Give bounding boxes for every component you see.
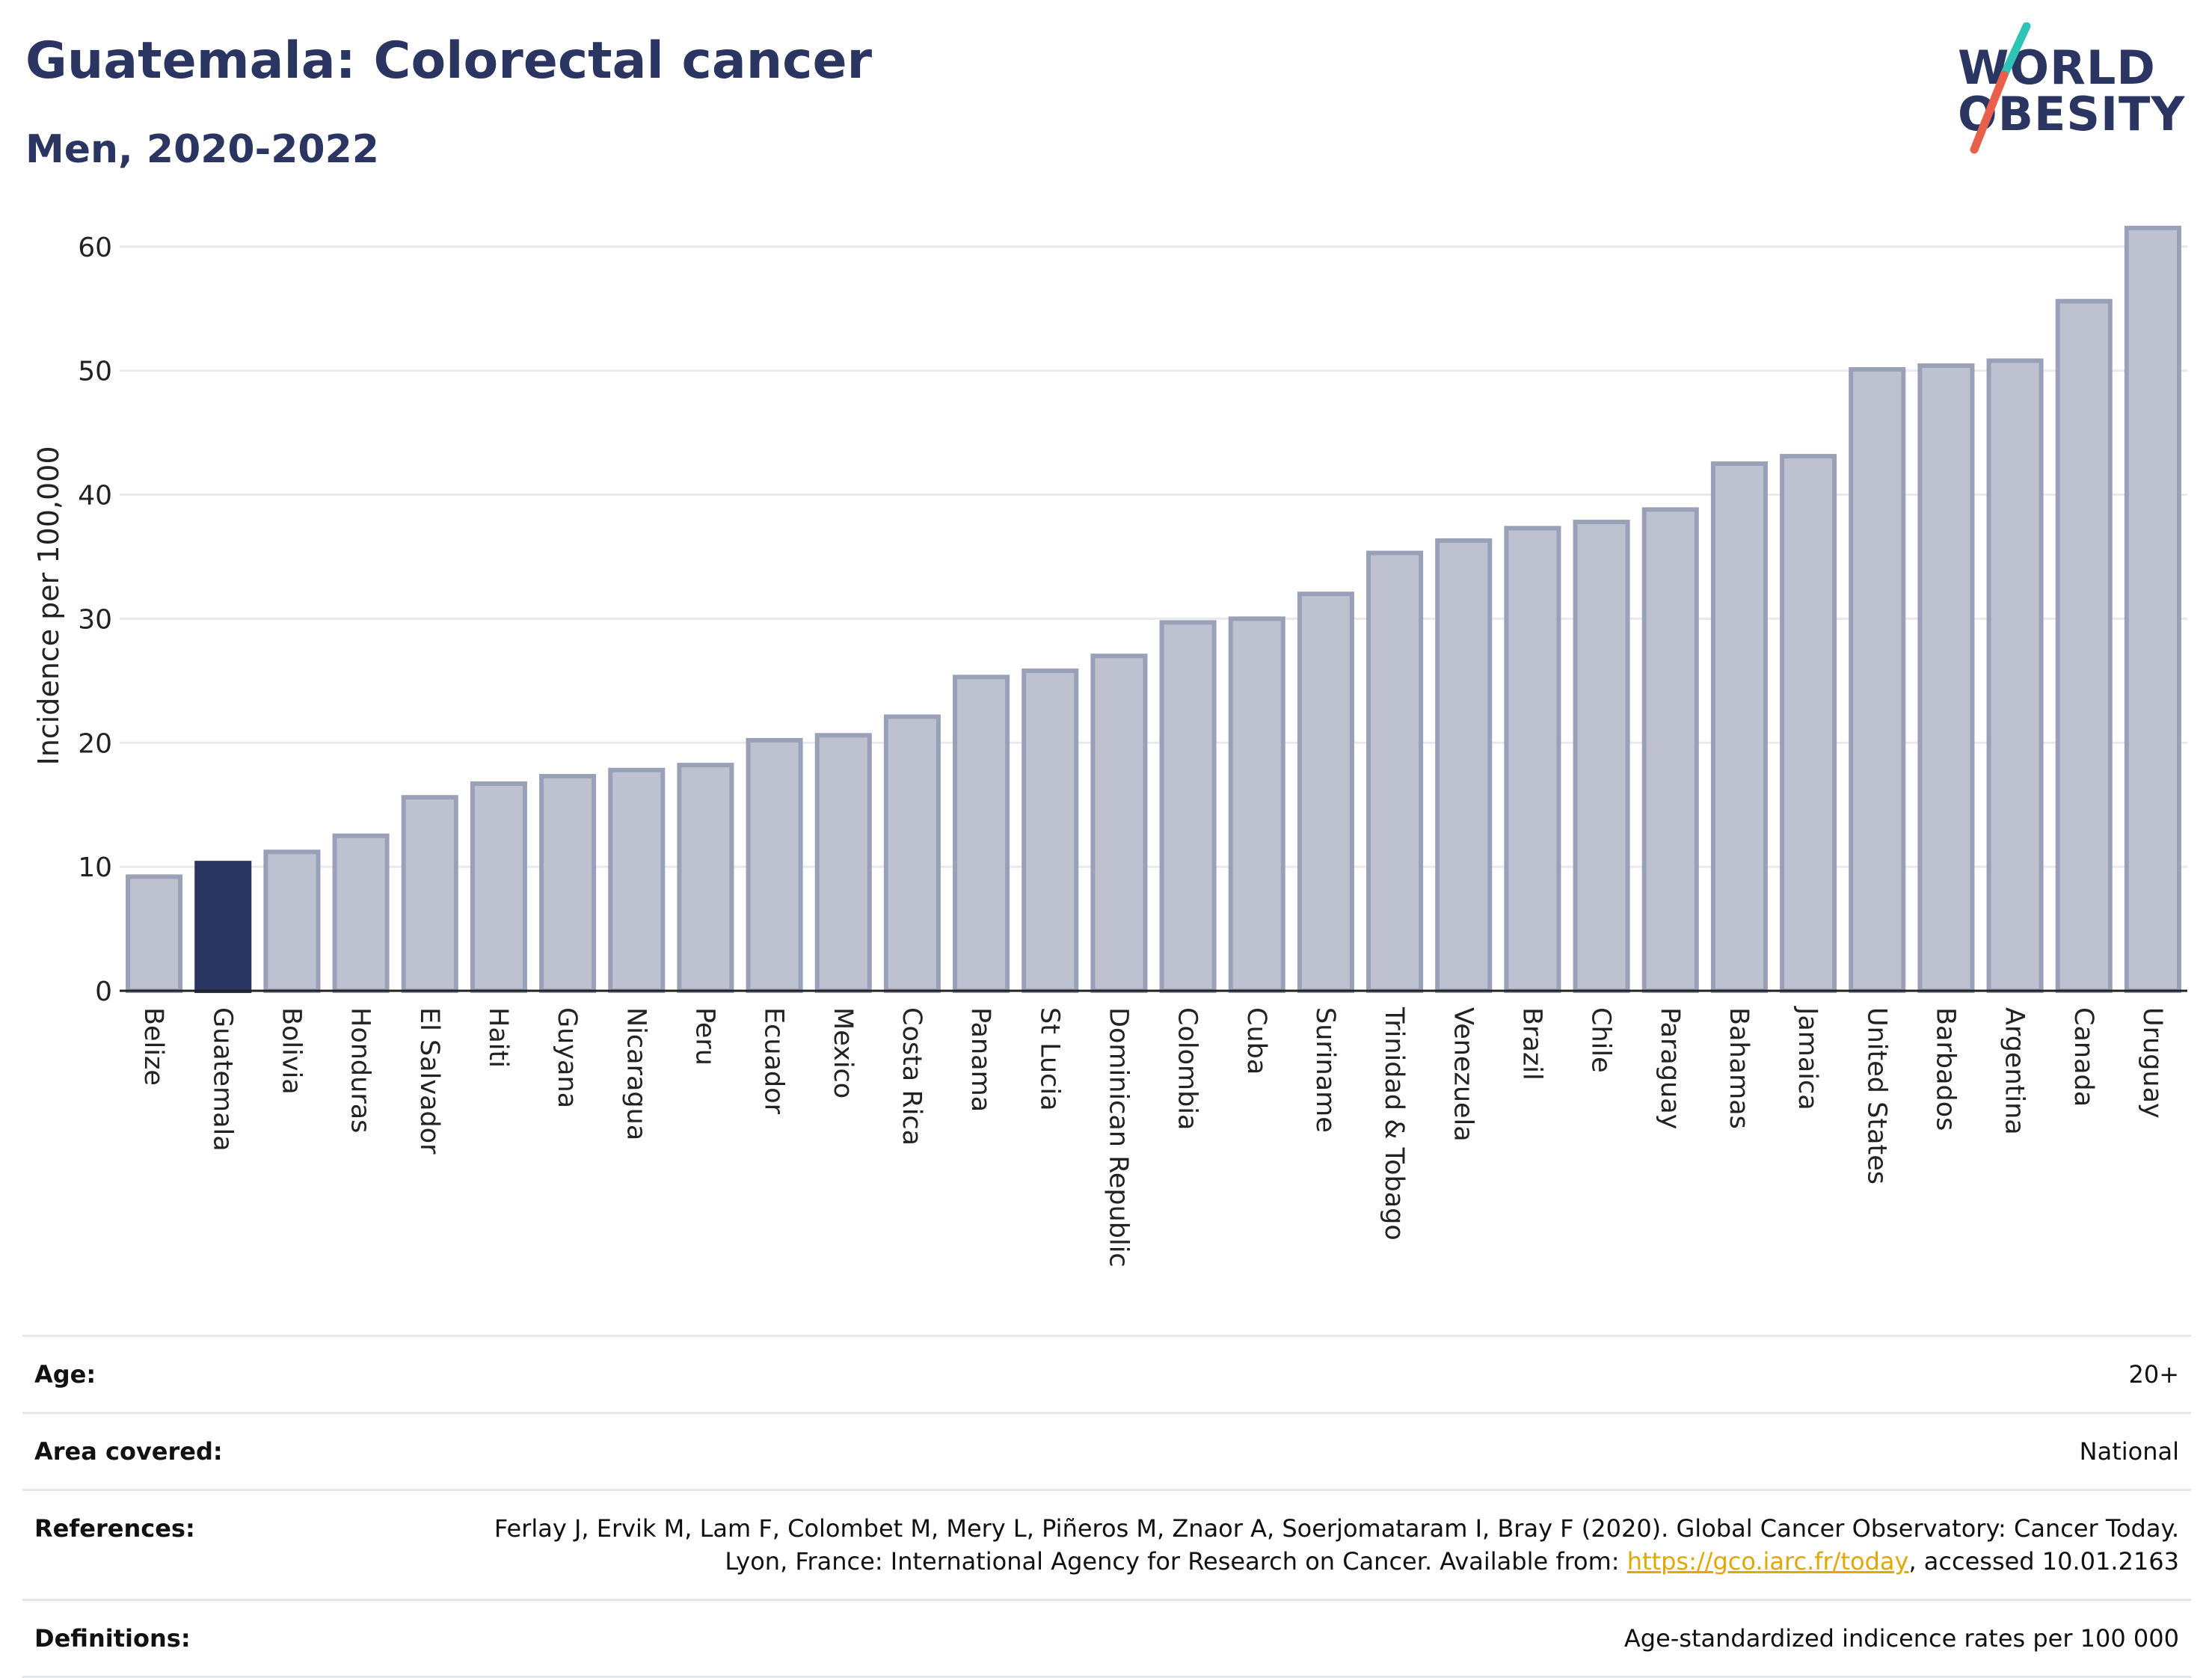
logo-word-world: WORLD xyxy=(1958,40,2156,95)
bar-jamaica xyxy=(1780,454,1837,994)
x-tick-label: Guatemala xyxy=(207,1007,237,1152)
chart-title: Guatemala: Colorectal cancer xyxy=(25,31,873,90)
x-tick-label: Haiti xyxy=(483,1007,513,1068)
bar-united-states xyxy=(1849,366,1906,993)
y-tick-label: 20 xyxy=(78,728,112,759)
y-tick-label: 0 xyxy=(95,977,112,1007)
x-tick-label: United States xyxy=(1861,1007,1891,1184)
x-tick-label: Chile xyxy=(1586,1007,1616,1073)
x-tick-label: Venezuela xyxy=(1448,1007,1478,1142)
x-tick-label: Paraguay xyxy=(1655,1007,1685,1129)
info-table: Age: 20+ Area covered: National Referenc… xyxy=(22,1335,2191,1678)
x-tick-label: Colombia xyxy=(1173,1007,1202,1130)
x-tick-label: Peru xyxy=(689,1007,719,1066)
bar-brazil xyxy=(1504,526,1561,993)
logo-slash-icon xyxy=(1970,22,2031,154)
definitions-value: Age-standardized indicence rates per 100… xyxy=(1623,1624,2179,1653)
x-tick-label: Argentina xyxy=(2000,1007,2030,1135)
x-tick-label: Bahamas xyxy=(1724,1007,1754,1129)
bar-colombia xyxy=(1159,620,1217,993)
x-tick-label: Costa Rica xyxy=(897,1007,927,1146)
references-link[interactable]: https://gco.iarc.fr/today xyxy=(1626,1547,1909,1576)
bar-honduras xyxy=(332,833,390,994)
y-tick-label: 40 xyxy=(78,481,112,511)
x-tick-label: Trinidad & Tobago xyxy=(1379,1007,1409,1241)
area-value: National xyxy=(2079,1437,2179,1466)
bar-guyana xyxy=(539,774,597,993)
y-tick-label: 50 xyxy=(78,357,112,387)
bars xyxy=(126,225,2181,994)
gridlines xyxy=(120,245,2187,868)
bar-cuba xyxy=(1228,616,1285,994)
bar-dominican-republic xyxy=(1090,654,1148,994)
bar-canada xyxy=(2055,298,2113,993)
axes: 0 10 20 30 40 50 60 Belize Guatemala Bolivia Hondu… xyxy=(78,233,2187,1267)
x-tick-label: Barbados xyxy=(1930,1007,1960,1131)
x-tick-label: Jamaica xyxy=(1792,1006,1822,1110)
x-tick-label: Nicaragua xyxy=(621,1007,651,1140)
info-row-area: Area covered: National xyxy=(22,1412,2191,1489)
bar-argentina xyxy=(1986,358,2044,994)
definitions-label: Definitions: xyxy=(34,1624,191,1653)
references-text: Ferlay J, Ervik M, Lam F, Colombet M, Me… xyxy=(494,1514,2179,1576)
y-tick-label: 10 xyxy=(78,852,112,883)
x-tick-label: Dominican Republic xyxy=(1103,1007,1133,1267)
bar-paraguay xyxy=(1641,507,1699,993)
bar-uruguay xyxy=(2124,225,2181,993)
references-text-after: , accessed 10.01.2163 xyxy=(1908,1547,2179,1576)
bar-panama xyxy=(953,674,1010,993)
x-tick-label: Canada xyxy=(2068,1007,2098,1107)
x-tick-label: El Salvador xyxy=(414,1007,444,1155)
bar-el-salvador xyxy=(401,795,458,993)
x-tick-label: Uruguay xyxy=(2137,1007,2167,1119)
x-tick-label: Bolivia xyxy=(276,1007,306,1095)
x-tick-label: Brazil xyxy=(1517,1007,1546,1081)
x-tick-label: Belize xyxy=(138,1007,168,1086)
world-obesity-logo: WORLD OBESITY xyxy=(1944,22,2191,165)
bar-ecuador xyxy=(746,737,803,994)
references-label: References: xyxy=(34,1514,195,1543)
bar-bahamas xyxy=(1710,461,1768,993)
info-row-references: References: Ferlay J, Ervik M, Lam F, Co… xyxy=(22,1489,2191,1599)
bar-venezuela xyxy=(1435,538,1493,993)
bar-haiti xyxy=(470,781,527,993)
x-tick-label: Cuba xyxy=(1241,1007,1271,1075)
bar-belize xyxy=(126,874,183,994)
bar-peru xyxy=(677,763,734,993)
y-axis-label: Incidence per 100,000 xyxy=(32,446,65,765)
info-row-definitions: Definitions: Age-standardized indicence … xyxy=(22,1599,2191,1678)
bar-chile xyxy=(1573,520,1630,993)
x-tick-label: Ecuador xyxy=(759,1007,789,1115)
references-value: Ferlay J, Ervik M, Lam F, Colombet M, Me… xyxy=(459,1512,2179,1578)
y-tick-label: 60 xyxy=(78,233,112,263)
bar-barbados xyxy=(1917,363,1975,993)
area-label: Area covered: xyxy=(34,1437,223,1466)
bar-st-lucia xyxy=(1021,669,1079,993)
bar-mexico xyxy=(814,733,872,993)
x-tick-label: St Lucia xyxy=(1034,1007,1064,1111)
bar-guatemala xyxy=(194,861,252,994)
x-tick-label: Guyana xyxy=(552,1007,582,1108)
bar-trinidad-tobago xyxy=(1366,550,1424,993)
x-tick-label: Panama xyxy=(965,1007,995,1112)
bar-costa-rica xyxy=(883,714,941,994)
x-tick-label: Mexico xyxy=(828,1007,858,1098)
y-tick-label: 30 xyxy=(78,604,112,635)
bar-nicaragua xyxy=(608,767,666,993)
info-row-age: Age: 20+ xyxy=(22,1335,2191,1412)
bar-suriname xyxy=(1297,591,1354,993)
chart-subtitle: Men, 2020-2022 xyxy=(25,127,379,172)
bar-chart: 0 10 20 30 40 50 60 Belize Guatemala Bolivia Hondu… xyxy=(32,225,2187,1267)
x-tick-label: Honduras xyxy=(345,1007,375,1133)
age-value: 20+ xyxy=(2128,1360,2179,1389)
x-tick-label: Suriname xyxy=(1310,1007,1340,1133)
bar-bolivia xyxy=(263,849,321,993)
age-label: Age: xyxy=(34,1360,96,1389)
